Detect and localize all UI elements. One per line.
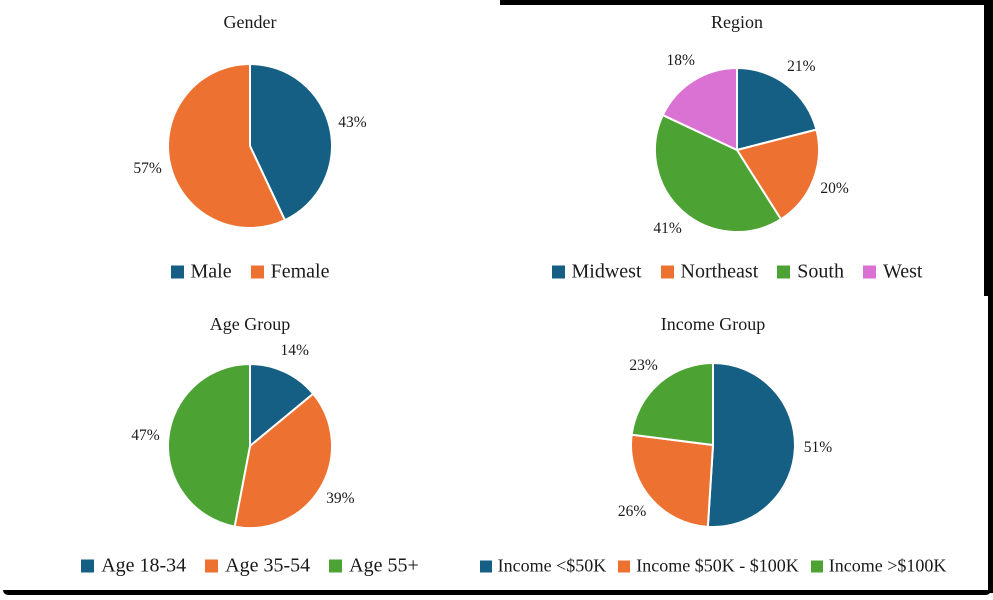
- slice-percent-label-male: 43%: [338, 114, 367, 132]
- slice-percent-label-west: 18%: [666, 52, 695, 70]
- legend-swatch-icon: [170, 265, 184, 279]
- legend-label: Northeast: [680, 260, 759, 283]
- gender-pie-svg: [167, 63, 333, 229]
- frame-right-thick-bar: [984, 0, 993, 296]
- legend-swatch-icon: [777, 265, 791, 279]
- legend-swatch-icon: [329, 559, 343, 573]
- legend-item-west: West: [862, 260, 923, 284]
- legend-item-female: Female: [250, 260, 330, 284]
- legend-swatch-icon: [810, 560, 823, 572]
- pie-slice-income-50k-100k: [630, 433, 714, 528]
- region-pie: 21% 20% 41% 18%: [653, 52, 849, 236]
- legend-label: West: [882, 260, 923, 283]
- legend-swatch-icon: [250, 265, 264, 279]
- age-group-pie-svg: [167, 363, 333, 530]
- legend-item-northeast: Northeast: [660, 260, 759, 284]
- legend-swatch-icon: [81, 559, 95, 573]
- slice-percent-label-income-50k: 51%: [803, 439, 833, 457]
- slice-percent-label-age-55: 47%: [131, 427, 160, 445]
- income-group-pie: 51% 26% 23%: [618, 357, 832, 528]
- region-pie-svg: [654, 67, 820, 233]
- legend-swatch-icon: [551, 265, 565, 279]
- slice-percent-label-midwest: 21%: [787, 58, 816, 76]
- legend-label: Age 18-34: [101, 554, 187, 577]
- legend-label: Male: [190, 260, 232, 283]
- legend-swatch-icon: [862, 265, 876, 279]
- income-group-legend: Income <$50K Income $50K - $100K Income >$…: [473, 556, 953, 577]
- frame-right-border: [988, 296, 993, 593]
- income-group-pie-svg: [630, 362, 796, 528]
- legend-swatch-icon: [618, 560, 631, 572]
- pie-slice-age-35-54: [233, 392, 333, 530]
- age-group-pie-chart: Age Group 14% 39% 47% Age 18-34 Age 35-54 Ag…: [0, 300, 500, 600]
- slice-percent-label-income-50k-100k: 26%: [617, 502, 647, 520]
- pie-slice-northeast: [736, 128, 820, 221]
- legend-label: South: [797, 260, 844, 283]
- slice-percent-label-income-100k: 23%: [629, 357, 658, 375]
- legend-swatch-icon: [205, 559, 219, 573]
- legend-item-south: South: [777, 261, 844, 284]
- pie-slice-midwest: [736, 67, 818, 151]
- region-legend: Midwest Northeast South West: [497, 261, 977, 284]
- chart-title-income-group: Income Group: [660, 314, 766, 334]
- gender-pie: 43% 57%: [133, 63, 367, 229]
- slice-percent-label-south: 41%: [653, 219, 682, 237]
- legend-label: Midwest: [571, 260, 642, 283]
- pie-slice-age-18-34: [249, 363, 315, 447]
- gender-legend: Male Female: [0, 261, 500, 284]
- chart-title-gender: Gender: [223, 12, 277, 32]
- pie-slice-male: [249, 63, 333, 222]
- region-pie-chart: Region 21% 20% 41% 18% Midwest Northeast Sout…: [497, 0, 977, 300]
- chart-title-age-group: Age Group: [209, 314, 291, 334]
- legend-label: Age 55+: [349, 554, 419, 577]
- pie-slice-west: [661, 67, 738, 151]
- legend-item-midwest: Midwest: [551, 260, 642, 284]
- pie-slice-female: [167, 63, 286, 229]
- legend-swatch-icon: [479, 560, 492, 572]
- pie-slice-age-55: [167, 363, 251, 528]
- pie-slice-south: [654, 114, 782, 233]
- chart-title-region: Region: [711, 12, 763, 32]
- slice-percent-label-age-18-34: 14%: [280, 342, 309, 359]
- age-group-pie: 14% 39% 47%: [131, 342, 355, 530]
- slice-percent-label-age-35-54: 39%: [326, 490, 355, 508]
- legend-item-male: Male: [170, 260, 232, 284]
- frame-top-bar: [500, 0, 993, 5]
- legend-item-age-55: Age 55+: [329, 555, 419, 578]
- frame-bottom-border: [3, 590, 991, 595]
- legend-item-income-50k: Income <$50K: [479, 555, 607, 577]
- legend-item-age-35-54: Age 35-54: [205, 555, 310, 578]
- age-group-legend: Age 18-34 Age 35-54 Age 55+: [0, 555, 500, 578]
- legend-swatch-icon: [660, 265, 674, 279]
- gender-pie-chart: Gender 43% 57% Male Female: [0, 0, 500, 300]
- legend-item-income-50k-100k: Income $50K - $100K: [618, 555, 799, 577]
- legend-label: Female: [270, 260, 330, 283]
- slice-percent-label-female: 57%: [133, 159, 162, 177]
- income-group-pie-chart: Income Group 51% 26% 23% Income <$50K Incom…: [473, 300, 953, 600]
- legend-item-age-18-34: Age 18-34: [81, 555, 186, 578]
- legend-label: Income $50K - $100K: [636, 555, 799, 576]
- legend-label: Income >$100K: [828, 555, 947, 576]
- slice-percent-label-northeast: 20%: [820, 179, 849, 197]
- pie-slice-income-50k: [706, 362, 796, 528]
- legend-label: Income <$50K: [497, 555, 607, 576]
- pie-slice-income-100k: [630, 362, 714, 446]
- legend-label: Age 35-54: [225, 554, 311, 577]
- legend-item-income-100k: Income >$100K: [810, 555, 947, 577]
